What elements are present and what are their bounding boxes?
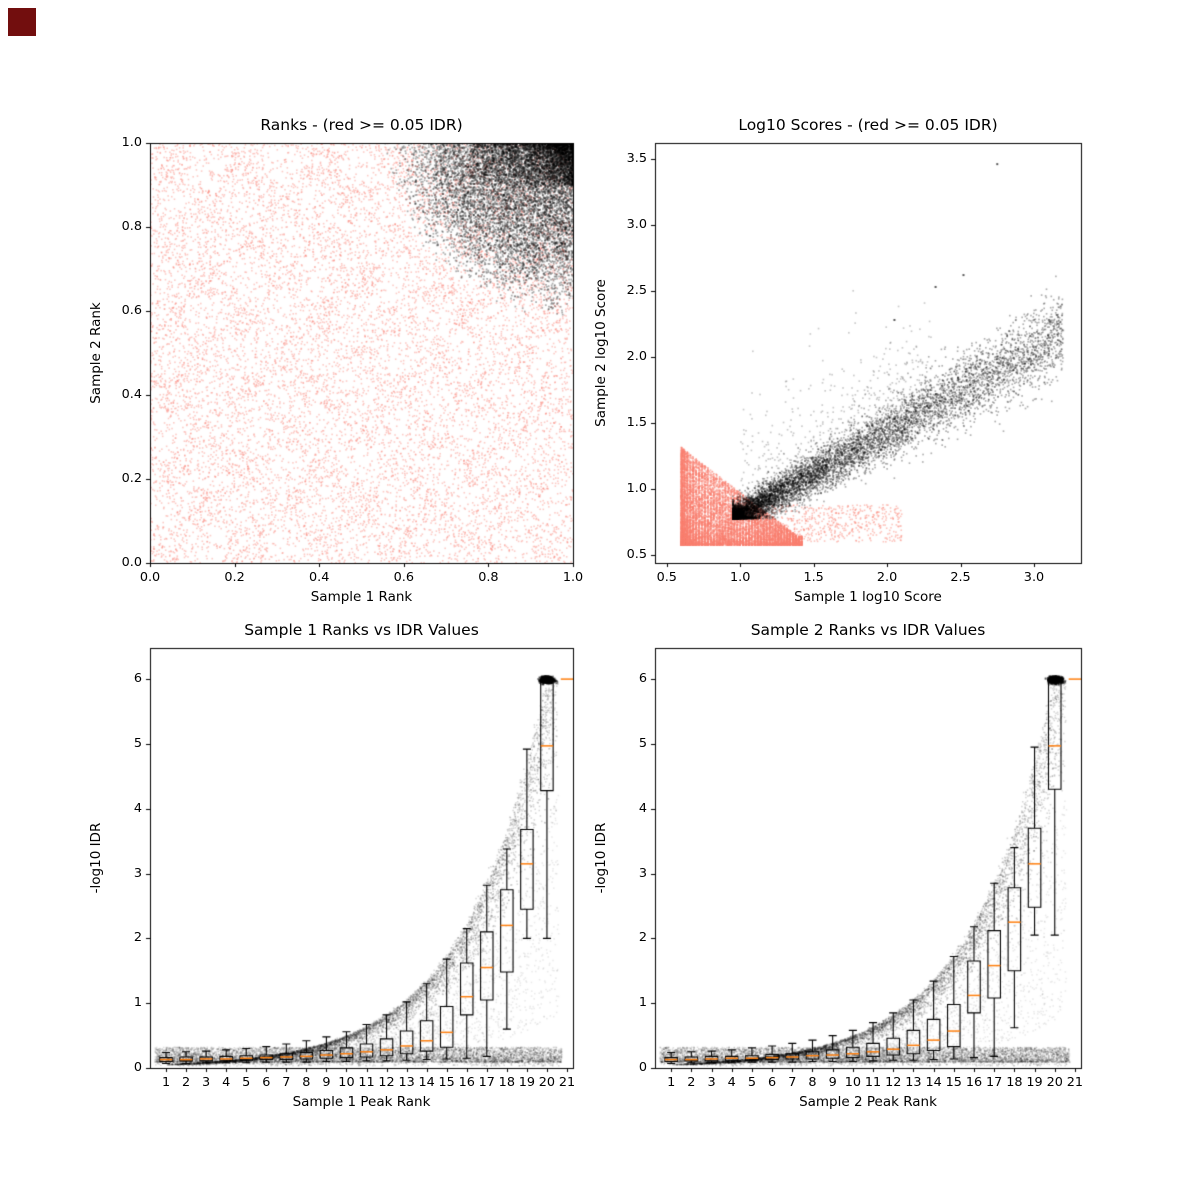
x-tick-label: 3 [202, 1075, 211, 1090]
panel-sample1-idr-xlabel: Sample 1 Peak Rank [292, 1094, 431, 1110]
corner-artifact [8, 8, 36, 36]
x-tick-label: 4 [727, 1075, 736, 1090]
x-tick-label: 0.4 [309, 570, 330, 585]
panel-sample1-idr-title: Sample 1 Ranks vs IDR Values [244, 621, 479, 639]
x-tick-label: 2 [182, 1075, 191, 1090]
panel-ranks-xlabel: Sample 1 Rank [310, 589, 413, 605]
x-tick-label: 8 [808, 1075, 817, 1090]
y-tick-label: 4 [133, 800, 142, 816]
x-tick-label: 18 [1006, 1075, 1023, 1090]
y-tick-label: 0 [133, 1060, 142, 1075]
x-tick-label: 0.8 [478, 570, 499, 585]
y-tick-label: 2 [638, 930, 647, 946]
y-tick-label: 0.6 [121, 303, 142, 318]
x-tick-label: 10 [844, 1075, 861, 1090]
x-tick-label: 18 [498, 1075, 515, 1090]
x-tick-label: 21 [558, 1075, 576, 1090]
x-tick-label: 17 [478, 1075, 495, 1090]
panel-sample2-idr-title: Sample 2 Ranks vs IDR Values [750, 621, 986, 639]
x-tick-label: 11 [864, 1075, 882, 1090]
x-tick-label: 9 [828, 1075, 837, 1090]
y-tick-label: 1 [638, 995, 647, 1011]
x-tick-label: 12 [885, 1075, 902, 1090]
y-tick-label: 3 [638, 865, 647, 881]
x-tick-label: 0.2 [224, 570, 245, 585]
y-tick-label: 4 [638, 800, 647, 816]
y-tick-label: 1 [133, 995, 142, 1011]
y-tick-label: 6 [638, 671, 647, 687]
x-tick-label: 14 [925, 1075, 942, 1090]
x-tick-label: 20 [1046, 1075, 1063, 1090]
y-tick-label: 0.5 [626, 547, 647, 563]
x-tick-label: 0.5 [656, 570, 677, 585]
x-tick-label: 5 [242, 1075, 251, 1090]
y-tick-label: 2.5 [626, 282, 647, 298]
x-tick-label: 9 [322, 1075, 331, 1090]
x-tick-label: 4 [222, 1075, 231, 1090]
x-tick-label: 11 [358, 1075, 375, 1090]
y-tick-label: 0.2 [121, 471, 142, 486]
x-tick-label: 2.5 [950, 570, 971, 585]
y-tick-label: 3.0 [626, 216, 647, 232]
y-tick-label: 0.4 [121, 387, 142, 402]
panel-ranks-ylabel: Sample 2 Rank [88, 302, 104, 404]
y-tick-label: 2 [133, 930, 142, 946]
y-tick-label: 0.0 [121, 555, 142, 570]
x-tick-label: 10 [338, 1075, 355, 1090]
x-tick-label: 7 [788, 1075, 797, 1090]
y-tick-label: 6 [133, 671, 142, 687]
x-tick-label: 1.0 [730, 570, 751, 585]
x-tick-label: 15 [945, 1075, 962, 1090]
x-tick-label: 19 [1026, 1075, 1043, 1090]
y-tick-label: 5 [133, 735, 142, 751]
y-tick-label: 0.8 [121, 219, 142, 234]
y-tick-label: 2.0 [626, 348, 647, 364]
x-tick-label: 8 [302, 1075, 311, 1090]
x-tick-label: 19 [518, 1075, 536, 1090]
y-tick-label: 1.0 [626, 481, 647, 497]
x-tick-label: 12 [378, 1075, 395, 1090]
x-tick-label: 21 [1066, 1075, 1084, 1090]
x-tick-label: 14 [418, 1075, 435, 1090]
x-tick-label: 1 [667, 1075, 676, 1090]
x-tick-label: 16 [458, 1075, 475, 1090]
x-tick-label: 5 [747, 1075, 756, 1090]
y-tick-label: 3.5 [626, 150, 647, 166]
x-tick-label: 1.5 [803, 570, 824, 585]
x-tick-label: 17 [986, 1075, 1003, 1090]
x-tick-label: 6 [768, 1075, 777, 1090]
x-tick-label: 7 [282, 1075, 291, 1090]
x-tick-label: 0.0 [139, 570, 161, 585]
panel-scores-title: Log10 Scores - (red >= 0.05 IDR) [738, 116, 998, 134]
x-tick-label: 13 [398, 1075, 415, 1090]
y-tick-label: 0 [638, 1060, 647, 1075]
x-tick-label: 13 [905, 1075, 922, 1090]
x-tick-label: 1 [161, 1075, 171, 1090]
y-tick-label: 1.5 [626, 415, 647, 430]
x-tick-label: 20 [538, 1075, 556, 1090]
panel-sample2-idr-xlabel: Sample 2 Peak Rank [799, 1094, 937, 1110]
x-tick-label: 1.0 [562, 570, 584, 585]
x-tick-label: 0.6 [393, 570, 414, 585]
y-tick-label: 5 [638, 735, 647, 751]
x-tick-label: 6 [262, 1075, 271, 1090]
x-tick-label: 3 [707, 1075, 716, 1090]
x-tick-label: 3.0 [1023, 570, 1045, 585]
panel-ranks-title: Ranks - (red >= 0.05 IDR) [260, 116, 463, 134]
x-tick-label: 2.0 [876, 570, 898, 585]
x-tick-label: 2 [687, 1075, 696, 1090]
y-tick-label: 1.0 [121, 135, 142, 150]
panel-scores-xlabel: Sample 1 log10 Score [794, 589, 942, 605]
x-tick-label: 15 [438, 1075, 455, 1090]
y-tick-label: 3 [133, 865, 142, 881]
x-tick-label: 16 [965, 1075, 983, 1090]
